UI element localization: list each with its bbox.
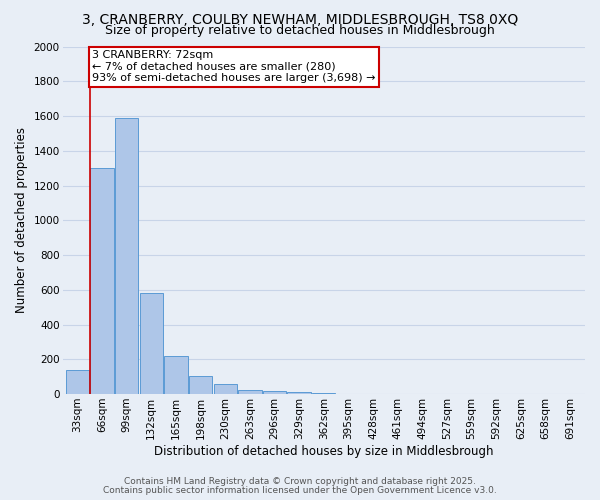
Bar — [287, 392, 311, 394]
Bar — [115, 118, 139, 394]
Text: Size of property relative to detached houses in Middlesbrough: Size of property relative to detached ho… — [105, 24, 495, 37]
Text: Contains HM Land Registry data © Crown copyright and database right 2025.: Contains HM Land Registry data © Crown c… — [124, 477, 476, 486]
Bar — [164, 356, 188, 394]
Bar — [312, 393, 335, 394]
Bar — [214, 384, 237, 394]
Text: 3, CRANBERRY, COULBY NEWHAM, MIDDLESBROUGH, TS8 0XQ: 3, CRANBERRY, COULBY NEWHAM, MIDDLESBROU… — [82, 12, 518, 26]
Bar — [91, 168, 114, 394]
Bar — [65, 370, 89, 394]
X-axis label: Distribution of detached houses by size in Middlesbrough: Distribution of detached houses by size … — [154, 444, 494, 458]
Bar — [140, 294, 163, 394]
Bar — [238, 390, 262, 394]
Text: Contains public sector information licensed under the Open Government Licence v3: Contains public sector information licen… — [103, 486, 497, 495]
Bar — [189, 376, 212, 394]
Bar — [263, 392, 286, 394]
Y-axis label: Number of detached properties: Number of detached properties — [15, 128, 28, 314]
Text: 3 CRANBERRY: 72sqm
← 7% of detached houses are smaller (280)
93% of semi-detache: 3 CRANBERRY: 72sqm ← 7% of detached hous… — [92, 50, 376, 83]
